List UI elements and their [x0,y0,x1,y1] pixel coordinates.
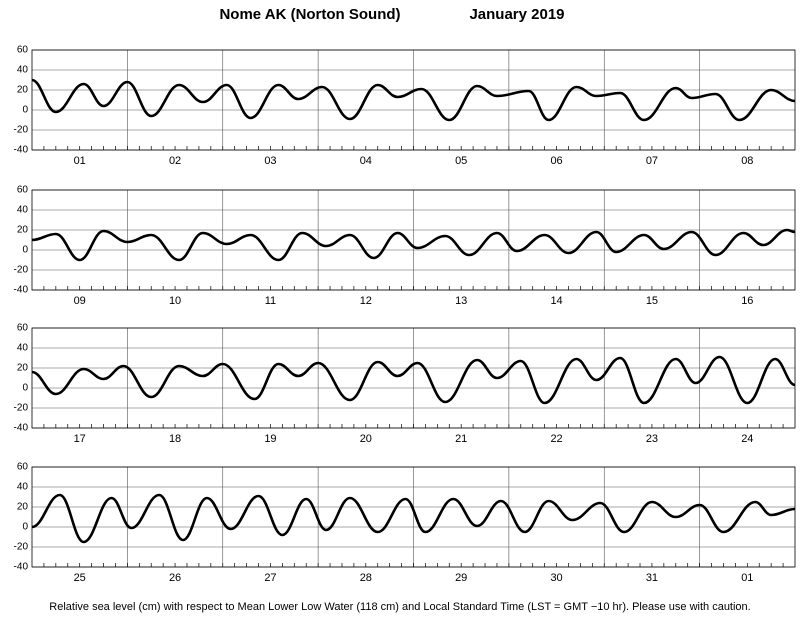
x-tick-label: 25 [74,572,86,584]
x-tick-label: 01 [741,572,753,584]
x-tick-label: 31 [646,572,658,584]
y-tick-label: 40 [17,205,29,216]
tide-line [32,355,795,405]
x-tick-label: 11 [265,295,276,307]
plot-frame [31,327,796,429]
x-tick-label: 06 [550,155,562,167]
footnote: Relative sea level (cm) with respect to … [49,601,750,613]
y-tick-label: -20 [14,125,29,136]
x-tick-label: 30 [550,572,562,584]
x-tick-label: 19 [264,433,276,445]
tide-line [32,228,795,262]
y-tick-label: 20 [17,363,29,374]
x-tick-label: 18 [169,433,181,445]
y-tick-label: 0 [22,383,28,394]
plot-frame [31,466,796,568]
x-tick-label: 28 [360,572,372,584]
x-tick-label: 10 [169,295,181,307]
y-tick-label: -40 [14,562,29,573]
chart-subtitle: January 2019 [469,6,564,23]
x-tick-label: 29 [455,572,467,584]
x-tick-label: 07 [646,155,658,167]
y-tick-label: 40 [17,482,29,493]
y-tick-label: 20 [17,85,29,96]
y-tick-label: 60 [17,45,29,56]
y-tick-label: 60 [17,462,29,473]
y-tick-label: 60 [17,185,29,196]
x-tick-label: 01 [74,155,86,167]
y-tick-label: 0 [22,245,28,256]
x-tick-label: 12 [360,295,372,307]
x-tick-label: 08 [741,155,753,167]
x-tick-label: 03 [264,155,276,167]
x-tick-label: 02 [169,155,181,167]
x-tick-label: 15 [646,295,658,307]
y-tick-label: -20 [14,403,29,414]
x-tick-label: 17 [74,433,86,445]
y-tick-label: -40 [14,285,29,296]
x-tick-label: 26 [169,572,181,584]
x-tick-label: 13 [455,295,467,307]
y-tick-label: 40 [17,65,29,76]
y-tick-label: 0 [22,105,28,116]
y-tick-label: -20 [14,265,29,276]
y-tick-label: -20 [14,542,29,553]
x-tick-label: 27 [264,572,276,584]
y-tick-label: 20 [17,225,29,236]
chart-title: Nome AK (Norton Sound) [219,6,400,23]
x-tick-label: 09 [74,295,86,307]
x-tick-label: 23 [646,433,658,445]
x-tick-label: 24 [741,433,753,445]
tide-line [32,493,795,544]
y-tick-label: -40 [14,423,29,434]
x-tick-label: 22 [550,433,562,445]
y-tick-label: 40 [17,343,29,354]
y-tick-label: 0 [22,522,28,533]
x-tick-label: 21 [455,433,467,445]
x-tick-label: 05 [455,155,467,167]
y-tick-label: 60 [17,323,29,334]
x-tick-label: 14 [550,295,562,307]
y-tick-label: 20 [17,502,29,513]
tide-line [32,78,795,122]
x-tick-label: 16 [741,295,753,307]
x-tick-label: 04 [360,155,372,167]
y-tick-label: -40 [14,145,29,156]
x-tick-label: 20 [360,433,372,445]
